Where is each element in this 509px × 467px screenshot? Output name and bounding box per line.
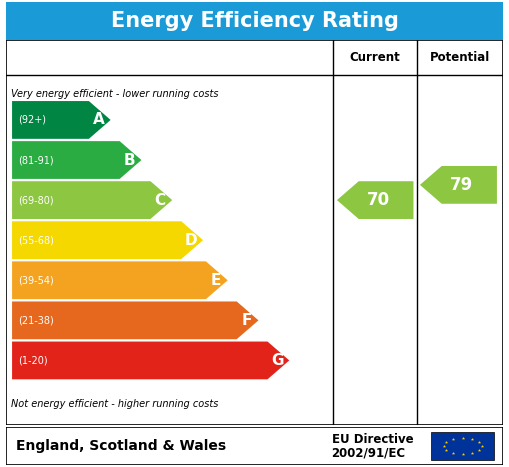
Text: G: G [271,353,284,368]
Polygon shape [12,141,142,179]
Text: B: B [124,153,135,168]
Text: Very energy efficient - lower running costs: Very energy efficient - lower running co… [11,89,218,99]
Text: (81-91): (81-91) [18,155,53,165]
Text: Potential: Potential [430,51,490,64]
Text: England, Scotland & Wales: England, Scotland & Wales [16,439,226,453]
Text: (55-68): (55-68) [18,235,54,245]
Text: E: E [211,273,221,288]
Text: Energy Efficiency Rating: Energy Efficiency Rating [110,11,399,31]
Text: EU Directive: EU Directive [331,432,413,446]
Polygon shape [12,262,228,299]
Text: (21-38): (21-38) [18,315,54,325]
Polygon shape [420,166,497,204]
Polygon shape [12,181,172,219]
Polygon shape [12,221,203,259]
Text: F: F [241,313,251,328]
Text: C: C [155,192,166,208]
Text: A: A [93,113,104,127]
Text: (92+): (92+) [18,115,46,125]
Text: Current: Current [350,51,401,64]
Polygon shape [337,181,413,219]
Text: 70: 70 [367,191,390,209]
Bar [431,432,494,460]
Polygon shape [12,341,289,379]
Polygon shape [12,302,259,339]
Text: (1-20): (1-20) [18,355,48,365]
Text: D: D [185,233,197,248]
Text: (39-54): (39-54) [18,275,54,285]
Polygon shape [12,101,110,139]
Text: (69-80): (69-80) [18,195,53,205]
Text: Not energy efficient - higher running costs: Not energy efficient - higher running co… [11,398,218,409]
Text: 79: 79 [450,176,473,194]
Text: 2002/91/EC: 2002/91/EC [331,447,406,460]
